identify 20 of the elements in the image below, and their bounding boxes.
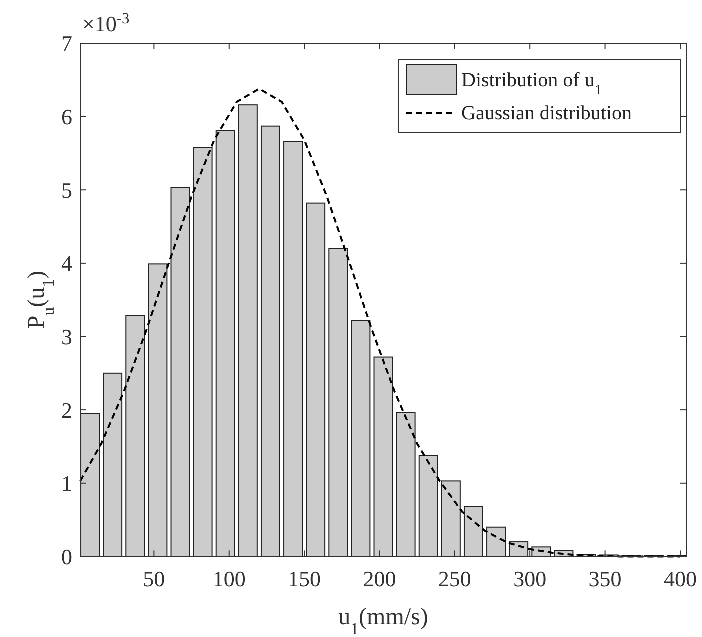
y-tick-label: 4 <box>62 251 72 276</box>
y-tick-label: 6 <box>62 104 72 130</box>
y-tick-label: 5 <box>62 178 72 203</box>
text: ×10$^{-3}$ <box>82 10 130 36</box>
legend-label: Distribution of u$_{1}$ <box>462 70 602 98</box>
x-tick-label: 300 <box>514 566 547 592</box>
x-tick-label: 200 <box>363 566 396 592</box>
legend-label: Gaussian distribution <box>462 102 632 124</box>
x-axis-title: u$_{1}$(mm/s) <box>338 604 428 637</box>
x-tick-label: 100 <box>212 566 246 592</box>
y-tick-label: 1 <box>62 471 72 496</box>
y-tick-label: 7 <box>62 31 72 56</box>
y-tick-label: 2 <box>62 398 72 423</box>
y-tick-label: 3 <box>62 324 72 350</box>
x-tick-label: 350 <box>588 566 622 592</box>
y-tick-label: 0 <box>62 544 72 570</box>
x-tick-label: 400 <box>664 566 697 592</box>
x-tick-label: 150 <box>288 566 322 592</box>
x-tick-label: 250 <box>438 566 472 592</box>
x-tick-label: 50 <box>143 566 166 592</box>
